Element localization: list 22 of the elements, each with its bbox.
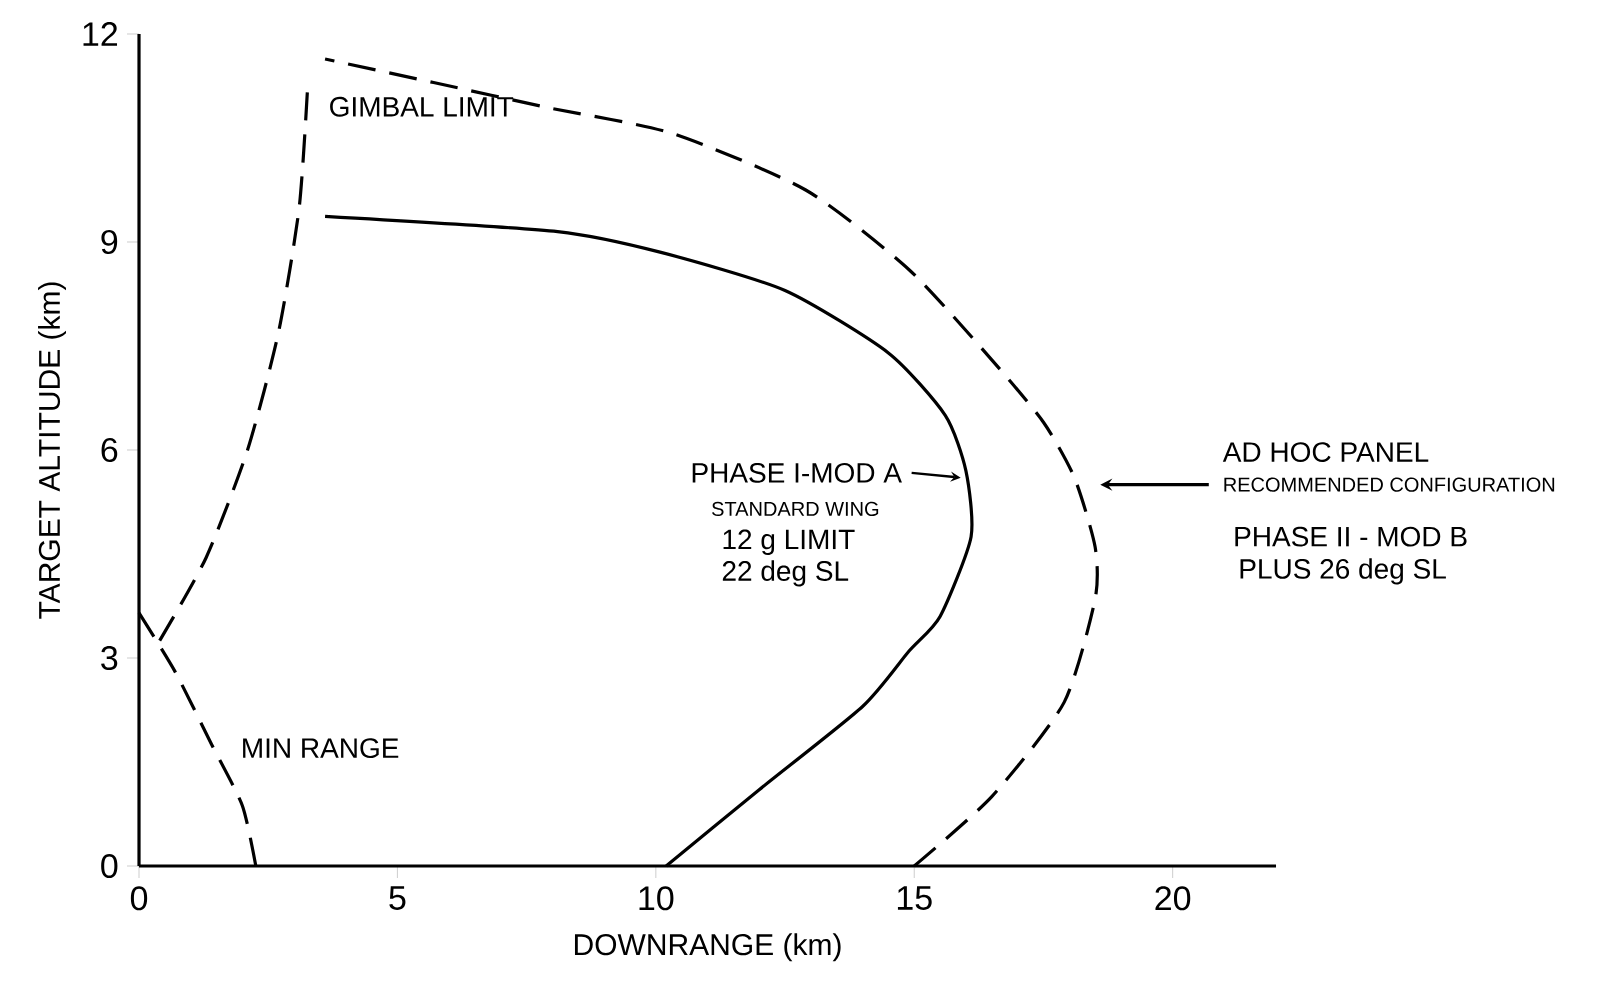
annotation: PHASE II - MOD B bbox=[1235, 526, 1467, 547]
y-tick-label: 3 bbox=[101, 645, 118, 671]
x-axis-title: DOWNRANGE (km) bbox=[574, 933, 841, 962]
x-tick-label: 15 bbox=[897, 886, 932, 910]
x-tick-label: 10 bbox=[639, 886, 674, 911]
x-tick-label: 20 bbox=[1155, 886, 1191, 911]
annotation: RECOMMENDED CONFIGURATION bbox=[1224, 477, 1555, 492]
annotation: MIN RANGE bbox=[243, 738, 399, 759]
annotation: PHASE I-MOD A bbox=[692, 462, 902, 483]
annotation: GIMBAL LIMIT bbox=[330, 96, 514, 117]
y-tick-label: 12 bbox=[83, 22, 118, 46]
annotation: PLUS 26 deg SL bbox=[1240, 558, 1446, 585]
annotation: 12 g LIMIT bbox=[723, 529, 855, 555]
y-tick-label: 9 bbox=[101, 229, 118, 255]
annotation: 22 deg SL bbox=[722, 560, 849, 587]
y-tick-label: 6 bbox=[101, 437, 118, 463]
x-tick-label: 5 bbox=[389, 886, 406, 910]
annotation: AD HOC PANEL bbox=[1222, 442, 1429, 462]
y-axis-title: TARGET ALTITUDE (km) bbox=[38, 282, 66, 619]
y-tick-label: 0 bbox=[101, 853, 118, 879]
x-tick-label: 0 bbox=[130, 886, 148, 911]
annotation: STANDARD WING bbox=[712, 501, 879, 516]
